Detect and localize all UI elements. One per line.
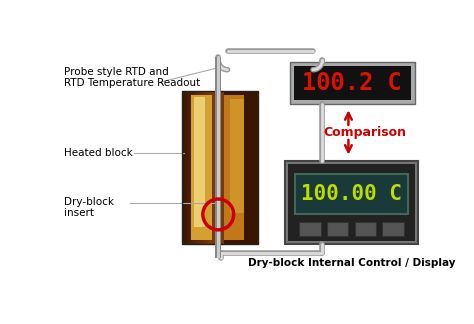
Bar bbox=[182, 91, 183, 244]
Bar bbox=[191, 95, 213, 240]
Bar bbox=[187, 91, 188, 244]
Bar bbox=[355, 222, 376, 236]
Bar bbox=[288, 164, 415, 241]
Bar bbox=[211, 91, 213, 244]
Bar bbox=[383, 222, 404, 236]
Bar bbox=[217, 57, 220, 258]
Bar bbox=[219, 95, 244, 240]
Bar bbox=[185, 91, 187, 244]
Bar bbox=[202, 91, 204, 244]
Bar bbox=[199, 91, 201, 244]
Bar bbox=[205, 91, 207, 244]
Bar bbox=[201, 91, 202, 244]
Text: Comparison: Comparison bbox=[324, 126, 407, 139]
Bar bbox=[182, 91, 257, 244]
Text: 100.2 C: 100.2 C bbox=[302, 71, 402, 95]
Bar bbox=[294, 174, 409, 214]
Bar bbox=[285, 160, 418, 244]
Bar bbox=[194, 91, 196, 244]
Bar bbox=[327, 222, 348, 236]
Bar bbox=[207, 91, 208, 244]
Bar bbox=[190, 91, 191, 244]
Bar bbox=[208, 91, 210, 244]
Text: Probe style RTD and
RTD Temperature Readout: Probe style RTD and RTD Temperature Read… bbox=[64, 67, 201, 88]
Bar bbox=[183, 91, 185, 244]
Text: Heated block: Heated block bbox=[64, 148, 133, 158]
Bar bbox=[204, 91, 205, 244]
FancyBboxPatch shape bbox=[290, 62, 415, 104]
Bar bbox=[191, 91, 193, 244]
Bar bbox=[196, 91, 198, 244]
Bar bbox=[188, 91, 190, 244]
Text: Dry-block Internal Control / Display: Dry-block Internal Control / Display bbox=[248, 258, 455, 268]
Bar bbox=[198, 91, 199, 244]
Bar bbox=[299, 222, 321, 236]
Text: 100.00 C: 100.00 C bbox=[301, 184, 402, 204]
Bar bbox=[182, 91, 257, 244]
Bar bbox=[230, 99, 244, 213]
Bar bbox=[212, 91, 225, 244]
Bar bbox=[210, 91, 211, 244]
Bar bbox=[193, 91, 194, 244]
Text: Dry-block
insert: Dry-block insert bbox=[64, 197, 114, 218]
Bar bbox=[215, 57, 221, 258]
Bar bbox=[194, 98, 205, 227]
Bar bbox=[294, 66, 411, 100]
